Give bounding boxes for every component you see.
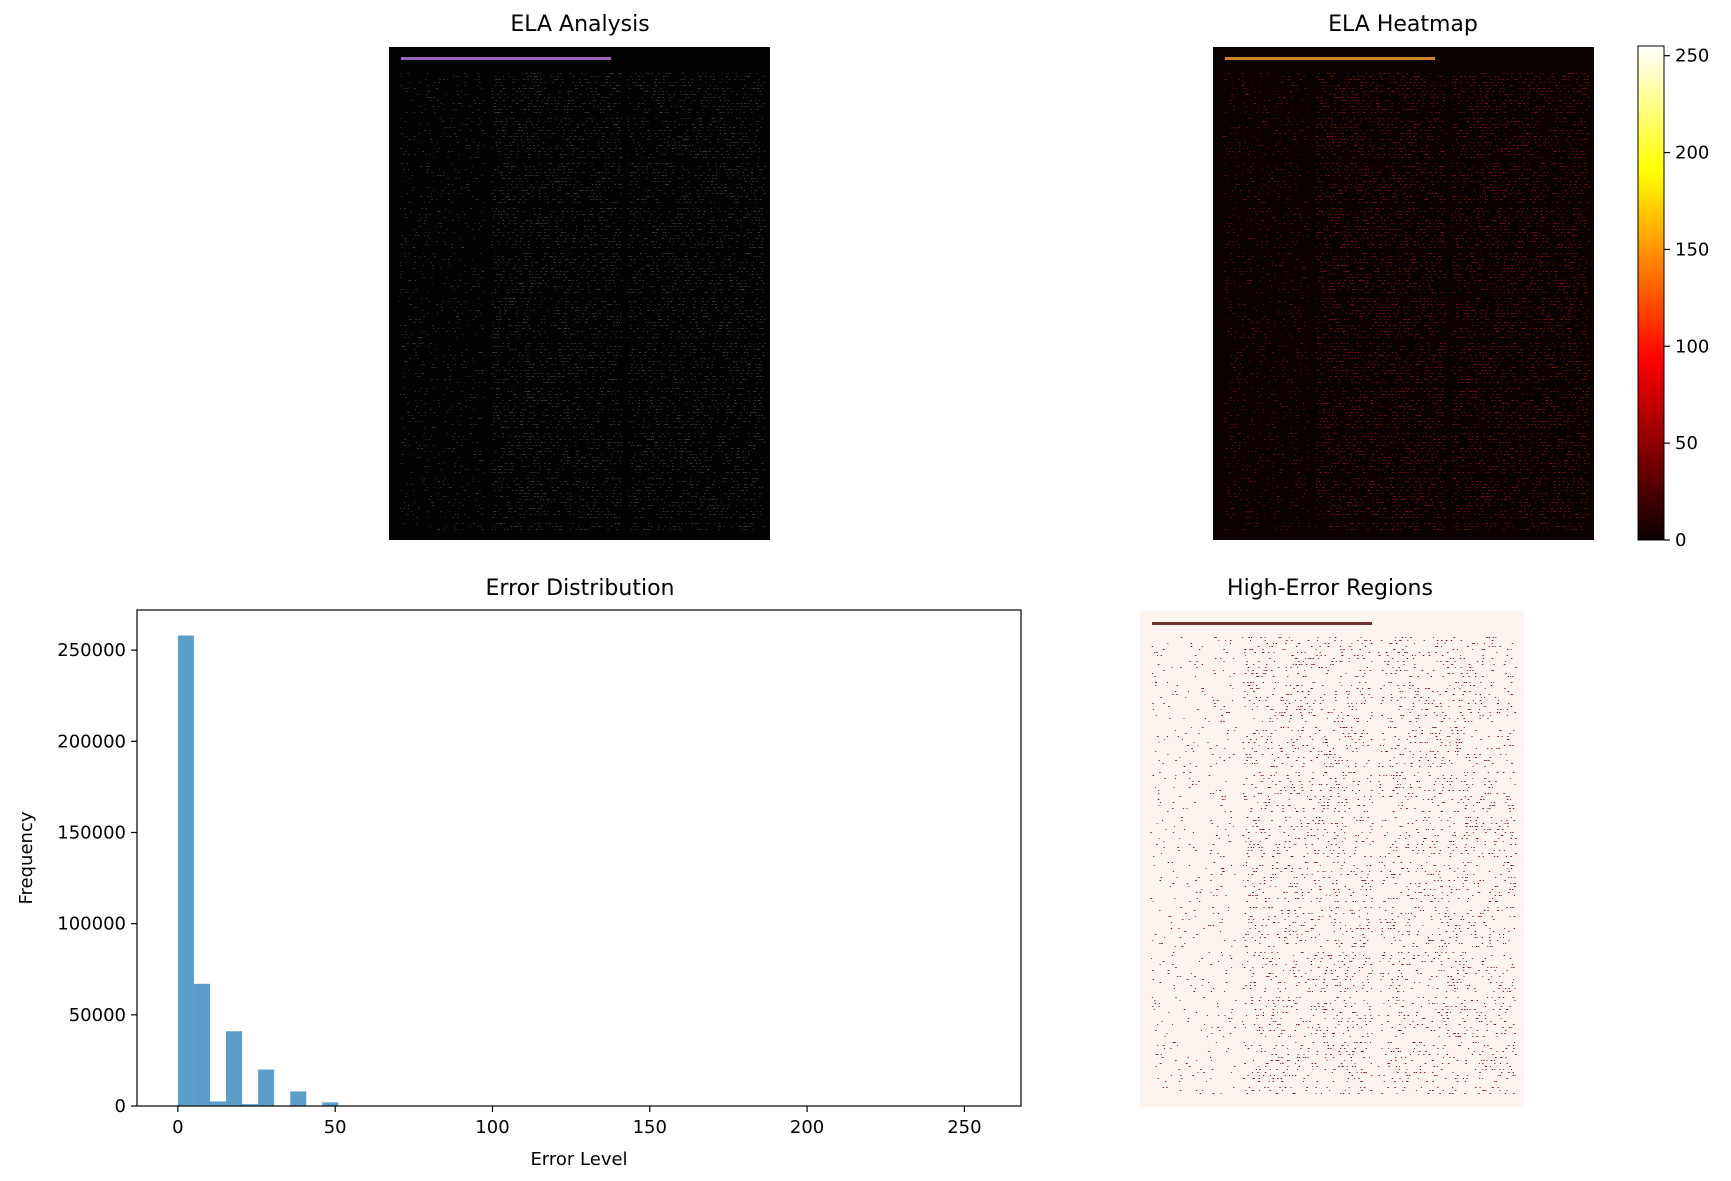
colorbar-tick-label: 200 bbox=[1675, 143, 1709, 164]
y-tick-label: 150000 bbox=[57, 822, 126, 843]
x-axis-label: Error Level bbox=[530, 1149, 627, 1170]
x-tick-label: 200 bbox=[790, 1117, 824, 1138]
histogram-y-ticks: 0 50000 100000 150000 200000 250000 bbox=[57, 640, 137, 1117]
high-error-regions-image bbox=[1140, 611, 1524, 1107]
histogram-bars bbox=[177, 635, 371, 1106]
colorbar-tick-label: 100 bbox=[1675, 336, 1709, 357]
y-tick-label: 250000 bbox=[57, 640, 126, 661]
colorbar-tick-label: 50 bbox=[1675, 433, 1698, 454]
histogram-bar-1 bbox=[193, 983, 210, 1106]
x-tick-label: 250 bbox=[947, 1117, 981, 1138]
histogram-x-ticks: 0 50 100 150 200 250 bbox=[172, 1106, 982, 1138]
heatmap-colorbar: 0 50 100 150 200 250 bbox=[1637, 45, 1709, 550]
y-axis-label: Frequency bbox=[16, 811, 37, 904]
x-tick-label: 50 bbox=[324, 1117, 347, 1138]
ela-heatmap-title: ELA Heatmap bbox=[1328, 12, 1478, 37]
ela-heatmap-texture bbox=[1222, 73, 1590, 530]
x-tick-label: 0 bbox=[172, 1117, 183, 1138]
colorbar-tick-label: 0 bbox=[1675, 530, 1686, 550]
texture-dots bbox=[1222, 73, 1590, 530]
ela-analysis-title: ELA Analysis bbox=[510, 12, 650, 37]
x-tick-label: 150 bbox=[633, 1117, 667, 1138]
histogram-bar-2 bbox=[209, 1101, 227, 1106]
x-tick-label: 100 bbox=[475, 1117, 509, 1138]
y-tick-label: 100000 bbox=[57, 914, 126, 935]
histogram-bar-0 bbox=[177, 635, 194, 1106]
ela-analysis-image bbox=[389, 47, 770, 540]
histogram-bar-7 bbox=[290, 1091, 307, 1106]
histogram-bar-4 bbox=[242, 1104, 259, 1106]
error-distribution-chart: 0 50 100 150 200 250 0 50000 100000 150000 200000… bbox=[16, 609, 1022, 1170]
colorbar-tick-label: 150 bbox=[1675, 239, 1709, 260]
histogram-frame bbox=[136, 609, 1022, 1107]
error-distribution-title: Error Distribution bbox=[485, 576, 675, 601]
y-tick-label: 0 bbox=[115, 1096, 126, 1117]
high-error-regions-title: High-Error Regions bbox=[1227, 576, 1433, 601]
y-tick-label: 200000 bbox=[57, 731, 126, 752]
y-tick-label: 50000 bbox=[69, 1005, 126, 1026]
histogram-bar-5 bbox=[258, 1069, 275, 1106]
colorbar-tick-label: 250 bbox=[1675, 46, 1709, 67]
ela-heatmap-image bbox=[1213, 47, 1594, 540]
colorbar-ticks: 0 50 100 150 200 250 bbox=[1664, 46, 1709, 550]
histogram-bar-3 bbox=[226, 1031, 243, 1106]
histogram-bar-9 bbox=[322, 1102, 339, 1106]
